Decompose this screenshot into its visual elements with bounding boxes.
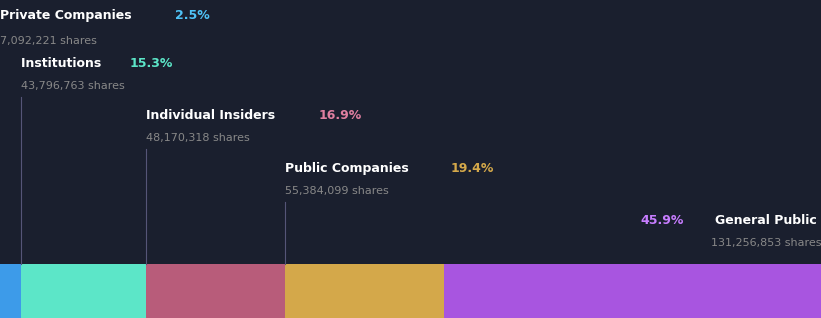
Text: 43,796,763 shares: 43,796,763 shares <box>21 81 124 91</box>
Bar <box>285 264 444 318</box>
Bar <box>0 264 21 318</box>
Bar <box>444 264 821 318</box>
Text: 55,384,099 shares: 55,384,099 shares <box>285 186 388 196</box>
Text: 15.3%: 15.3% <box>130 57 173 70</box>
Text: Private Companies: Private Companies <box>0 9 136 22</box>
Text: 16.9%: 16.9% <box>319 109 361 122</box>
Text: Institutions: Institutions <box>21 57 105 70</box>
Bar <box>21 264 146 318</box>
Text: 48,170,318 shares: 48,170,318 shares <box>146 133 250 143</box>
Text: 2.5%: 2.5% <box>176 9 210 22</box>
Text: 45.9%: 45.9% <box>640 214 684 227</box>
Text: Individual Insiders: Individual Insiders <box>146 109 280 122</box>
Text: General Public: General Public <box>715 214 821 227</box>
Bar <box>146 264 285 318</box>
Text: 131,256,853 shares: 131,256,853 shares <box>710 238 821 248</box>
Text: 19.4%: 19.4% <box>450 162 493 175</box>
Text: 7,092,221 shares: 7,092,221 shares <box>0 36 97 46</box>
Text: Public Companies: Public Companies <box>285 162 413 175</box>
